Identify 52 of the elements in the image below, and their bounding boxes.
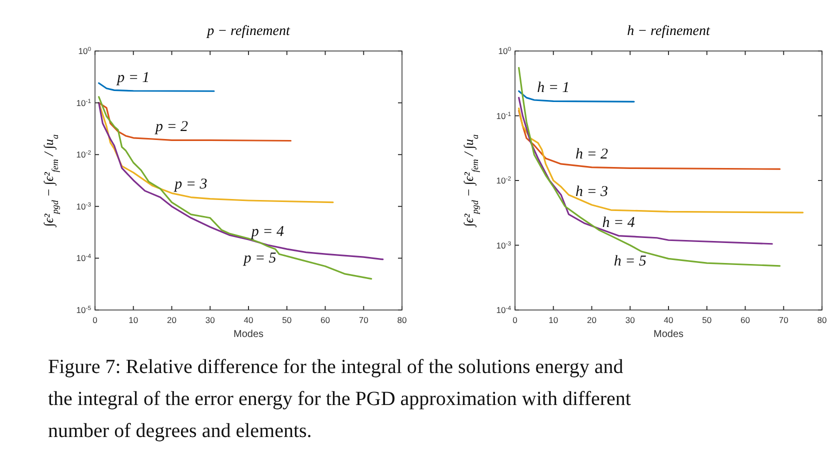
y-tick-label: 10$^{-3}$ (76, 201, 92, 212)
y-tick-label: 10$^{-4}$ (76, 253, 92, 264)
caption: Figure 7: Relative difference for the integral of the solutions energy and the integral of the error energy for the PGD approximation with different number of degrees and elements. (48, 356, 632, 442)
line-series (518, 108, 804, 214)
y-tick-label: 10$^{-2}$ (76, 150, 91, 160)
y-tick-label: 10$^{-1}$ (496, 110, 512, 121)
y-tick-label: 10$^{-2}$ (496, 176, 511, 186)
x-tick-label: 10 (128, 315, 138, 325)
x-tick-label: 40 (244, 315, 254, 325)
series-label: h = 1 (537, 80, 570, 96)
x-tick-label: 50 (282, 315, 292, 325)
x-tick-label: 30 (625, 315, 636, 325)
x-tick-label: 10 (548, 315, 558, 325)
line-series (518, 110, 781, 170)
series-label: p = 2 (154, 119, 189, 136)
line-series (518, 96, 773, 245)
series-label: p = 1 (116, 70, 150, 86)
x-tick-label: 70 (778, 315, 789, 325)
chart-title: p − refinement (206, 24, 292, 39)
x-tick-label: 20 (167, 315, 177, 325)
line-series (98, 102, 292, 142)
line-series (98, 96, 372, 280)
x-tick-label: 50 (702, 315, 712, 325)
line-series (98, 102, 334, 204)
y-tick-label: 10$^{0}$ (498, 46, 512, 56)
chart-title: h − refinement (627, 24, 712, 39)
x-tick-label: 40 (664, 315, 674, 325)
series-label: h = 3 (575, 184, 608, 200)
x-axis-title: Modes (233, 329, 264, 340)
y-tick-label: 10$^{-5}$ (76, 305, 92, 315)
series-label: p = 5 (242, 250, 277, 267)
line-series (518, 67, 781, 267)
x-tick-label: 30 (205, 315, 216, 325)
x-tick-label: 0 (512, 315, 518, 325)
y-tick-label: 10$^{-3}$ (496, 240, 512, 250)
x-tick-label: 80 (817, 315, 827, 325)
series-label: p = 3 (174, 176, 208, 192)
x-tick-label: 70 (358, 315, 369, 325)
x-axis-title: Modes (653, 329, 684, 340)
series-label: h = 4 (602, 214, 636, 231)
y-tick-label: 10$^{0}$ (78, 46, 92, 56)
line-series (518, 90, 635, 102)
x-tick-label: 60 (740, 315, 750, 325)
x-tick-label: 0 (92, 315, 98, 325)
x-tick-label: 80 (397, 315, 407, 325)
series-label: h = 2 (575, 146, 609, 162)
x-tick-label: 20 (587, 315, 597, 325)
series-label: h = 5 (614, 253, 647, 270)
y-tick-label: 10$^{-4}$ (496, 305, 512, 315)
series-label: p = 4 (250, 224, 284, 240)
x-tick-label: 60 (320, 315, 330, 325)
y-tick-label: 10$^{-1}$ (76, 98, 92, 108)
